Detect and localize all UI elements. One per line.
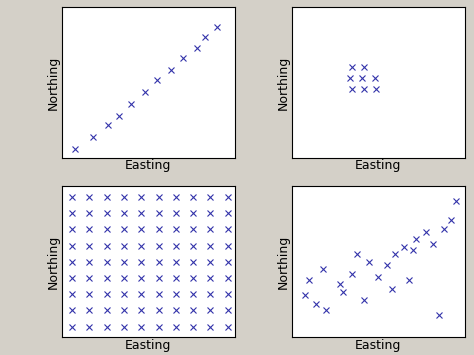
Y-axis label: Northing: Northing [47,55,60,110]
X-axis label: Easting: Easting [355,159,401,173]
X-axis label: Easting: Easting [355,339,401,352]
Y-axis label: Northing: Northing [277,235,290,289]
Y-axis label: Northing: Northing [277,55,290,110]
X-axis label: Easting: Easting [125,339,171,352]
X-axis label: Easting: Easting [125,159,171,173]
Y-axis label: Northing: Northing [47,235,60,289]
